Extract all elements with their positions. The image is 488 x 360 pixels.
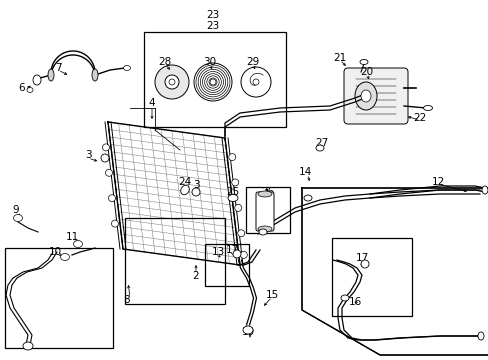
Text: 11: 11 <box>65 232 79 242</box>
Text: 12: 12 <box>430 177 444 187</box>
Ellipse shape <box>23 342 33 350</box>
Text: 7: 7 <box>55 63 61 73</box>
Ellipse shape <box>360 260 368 268</box>
Text: 20: 20 <box>360 67 373 77</box>
Text: 21: 21 <box>333 53 346 63</box>
Ellipse shape <box>92 69 98 81</box>
Text: 14: 14 <box>298 167 311 177</box>
Ellipse shape <box>252 79 259 85</box>
Ellipse shape <box>234 204 241 211</box>
Text: 17: 17 <box>355 253 368 263</box>
Ellipse shape <box>227 194 238 202</box>
Ellipse shape <box>61 253 69 261</box>
Ellipse shape <box>477 332 483 340</box>
Text: 10: 10 <box>48 247 61 257</box>
Ellipse shape <box>258 191 271 197</box>
Ellipse shape <box>359 59 367 64</box>
FancyBboxPatch shape <box>256 192 273 231</box>
Text: 29: 29 <box>246 57 259 67</box>
Text: 24: 24 <box>178 177 191 187</box>
Ellipse shape <box>33 75 41 85</box>
Ellipse shape <box>101 154 109 162</box>
Ellipse shape <box>73 240 82 248</box>
Text: 23: 23 <box>206 21 219 31</box>
Ellipse shape <box>111 220 118 227</box>
Text: 9: 9 <box>13 205 19 215</box>
Text: 26: 26 <box>261 187 274 197</box>
Text: 16: 16 <box>347 297 361 307</box>
Ellipse shape <box>102 144 109 151</box>
Ellipse shape <box>240 251 247 258</box>
Ellipse shape <box>48 69 54 81</box>
Ellipse shape <box>231 179 238 186</box>
Bar <box>5 248 113 348</box>
Ellipse shape <box>228 154 235 161</box>
Text: 28: 28 <box>158 57 171 67</box>
Ellipse shape <box>169 79 175 85</box>
Ellipse shape <box>423 105 431 111</box>
Ellipse shape <box>232 250 241 258</box>
Ellipse shape <box>259 229 266 235</box>
Text: 19: 19 <box>241 327 254 337</box>
Ellipse shape <box>105 169 112 176</box>
Ellipse shape <box>164 75 179 89</box>
Ellipse shape <box>304 195 311 201</box>
FancyBboxPatch shape <box>343 68 407 124</box>
Ellipse shape <box>263 194 272 202</box>
Bar <box>331 238 411 316</box>
Text: 5: 5 <box>263 211 270 221</box>
Ellipse shape <box>181 185 189 195</box>
Ellipse shape <box>241 67 270 97</box>
Ellipse shape <box>155 65 189 99</box>
Ellipse shape <box>481 186 487 194</box>
Ellipse shape <box>209 79 216 85</box>
Polygon shape <box>302 188 488 355</box>
Text: 6: 6 <box>19 83 25 93</box>
Ellipse shape <box>14 215 22 221</box>
Text: 1: 1 <box>263 189 270 199</box>
Ellipse shape <box>108 195 115 202</box>
Text: 22: 22 <box>412 113 426 123</box>
Text: 27: 27 <box>315 138 328 148</box>
Ellipse shape <box>27 87 33 93</box>
Polygon shape <box>108 122 240 265</box>
Ellipse shape <box>237 230 244 237</box>
Ellipse shape <box>243 326 252 334</box>
Ellipse shape <box>315 145 324 151</box>
Ellipse shape <box>354 82 376 110</box>
Bar <box>125 218 224 304</box>
Text: 8: 8 <box>123 295 130 305</box>
Text: 17: 17 <box>225 245 238 255</box>
Text: 25: 25 <box>226 187 239 197</box>
Ellipse shape <box>194 63 231 101</box>
Text: 2: 2 <box>192 271 199 281</box>
Ellipse shape <box>123 66 130 71</box>
Bar <box>204 244 248 286</box>
Text: 30: 30 <box>203 57 216 67</box>
Ellipse shape <box>192 188 200 196</box>
Ellipse shape <box>340 295 348 301</box>
Text: 23: 23 <box>206 10 219 20</box>
Text: 13: 13 <box>211 247 224 257</box>
Text: 18: 18 <box>258 218 271 228</box>
Ellipse shape <box>360 90 370 102</box>
Text: 15: 15 <box>265 290 278 300</box>
Text: 3: 3 <box>84 150 91 160</box>
Text: 3: 3 <box>192 180 199 190</box>
Bar <box>245 187 289 233</box>
Ellipse shape <box>258 226 271 232</box>
Text: 4: 4 <box>148 98 155 108</box>
Bar <box>143 32 285 127</box>
